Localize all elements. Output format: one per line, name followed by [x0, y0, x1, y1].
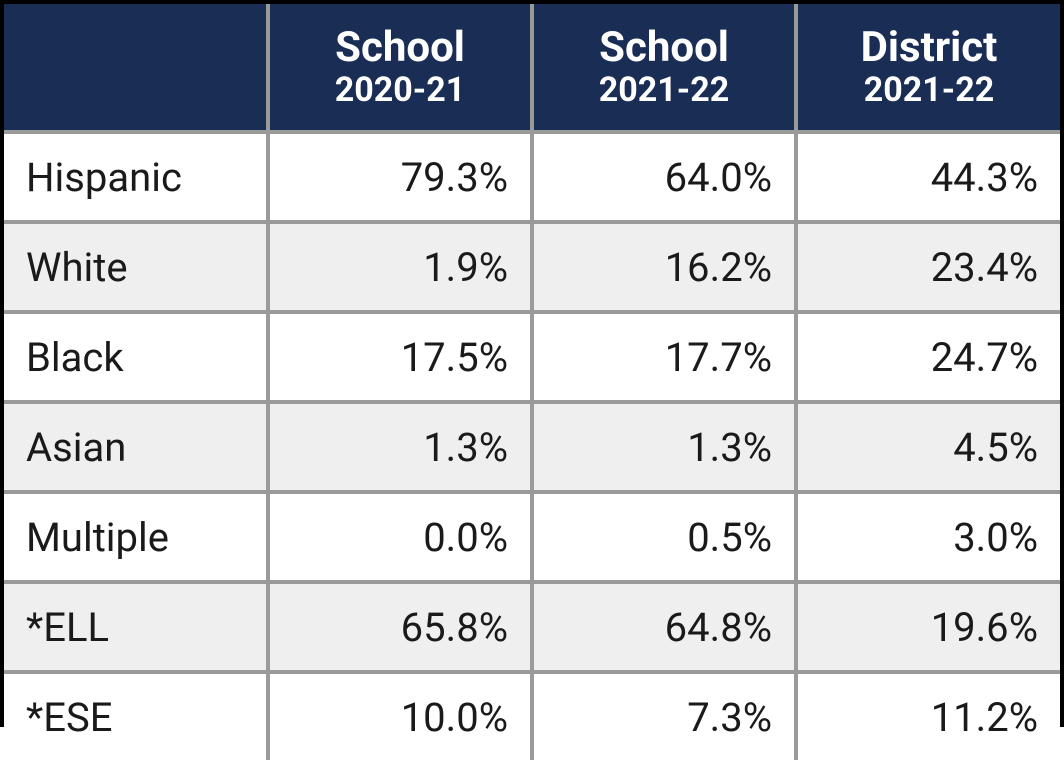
row-value: 65.8%: [268, 582, 532, 672]
table-body: Hispanic 79.3% 64.0% 44.3% White 1.9% 16…: [4, 132, 1060, 760]
header-line1: School: [282, 26, 518, 70]
header-line2: 2021-22: [810, 71, 1048, 110]
table-row: *ELL 65.8% 64.8% 19.6%: [4, 582, 1060, 672]
demographics-table: School 2020-21 School 2021-22 District 2…: [4, 4, 1060, 760]
table-row: White 1.9% 16.2% 23.4%: [4, 222, 1060, 312]
header-line2: 2020-21: [282, 71, 518, 110]
row-label: White: [4, 222, 268, 312]
header-line2: 2021-22: [546, 71, 782, 110]
row-value: 1.3%: [532, 402, 796, 492]
row-value: 7.3%: [532, 672, 796, 760]
row-value: 79.3%: [268, 132, 532, 222]
table-header-row: School 2020-21 School 2021-22 District 2…: [4, 4, 1060, 132]
table-row: Multiple 0.0% 0.5% 3.0%: [4, 492, 1060, 582]
row-value: 4.5%: [796, 402, 1060, 492]
header-col-school-2021-22: School 2021-22: [532, 4, 796, 132]
row-value: 24.7%: [796, 312, 1060, 402]
row-value: 10.0%: [268, 672, 532, 760]
header-line1: School: [546, 26, 782, 70]
header-col-school-2020-21: School 2020-21: [268, 4, 532, 132]
row-label: Hispanic: [4, 132, 268, 222]
row-label: Multiple: [4, 492, 268, 582]
row-label: Asian: [4, 402, 268, 492]
demographics-table-container: School 2020-21 School 2021-22 District 2…: [0, 0, 1064, 727]
row-value: 1.3%: [268, 402, 532, 492]
row-label: Black: [4, 312, 268, 402]
table-row: *ESE 10.0% 7.3% 11.2%: [4, 672, 1060, 760]
header-blank: [4, 4, 268, 132]
table-header: School 2020-21 School 2021-22 District 2…: [4, 4, 1060, 132]
row-value: 64.0%: [532, 132, 796, 222]
row-value: 23.4%: [796, 222, 1060, 312]
row-label: *ELL: [4, 582, 268, 672]
row-value: 0.5%: [532, 492, 796, 582]
table-row: Hispanic 79.3% 64.0% 44.3%: [4, 132, 1060, 222]
row-label: *ESE: [4, 672, 268, 760]
table-row: Asian 1.3% 1.3% 4.5%: [4, 402, 1060, 492]
header-col-district-2021-22: District 2021-22: [796, 4, 1060, 132]
row-value: 16.2%: [532, 222, 796, 312]
table-row: Black 17.5% 17.7% 24.7%: [4, 312, 1060, 402]
row-value: 0.0%: [268, 492, 532, 582]
header-line1: District: [810, 26, 1048, 70]
row-value: 19.6%: [796, 582, 1060, 672]
row-value: 1.9%: [268, 222, 532, 312]
row-value: 3.0%: [796, 492, 1060, 582]
row-value: 44.3%: [796, 132, 1060, 222]
row-value: 64.8%: [532, 582, 796, 672]
row-value: 17.5%: [268, 312, 532, 402]
row-value: 11.2%: [796, 672, 1060, 760]
row-value: 17.7%: [532, 312, 796, 402]
